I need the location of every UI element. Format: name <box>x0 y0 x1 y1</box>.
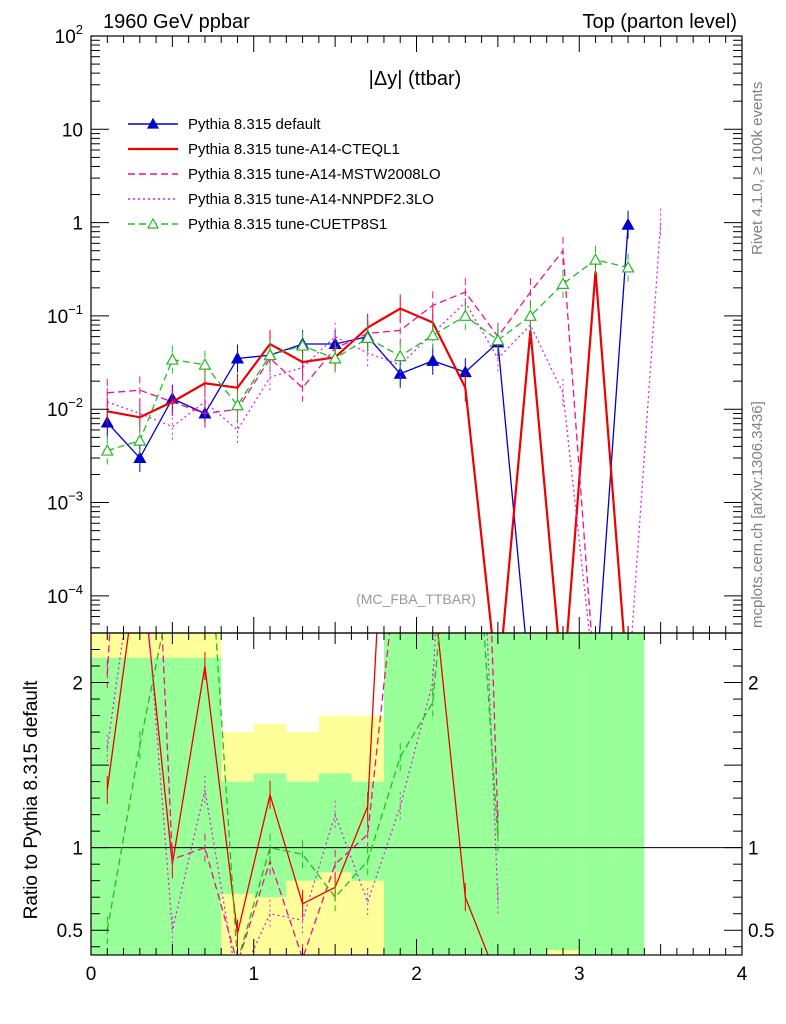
ratio-y-axis-label: Ratio to Pythia 8.315 default <box>21 680 42 919</box>
y-tick-label: 1 <box>72 214 83 235</box>
green-band-bin <box>416 633 450 955</box>
y-tick-label: 10−1 <box>47 302 83 328</box>
data-point <box>458 309 472 321</box>
analysis-watermark: (MC_FBA_TTBAR) <box>356 591 476 607</box>
series-line <box>106 633 499 955</box>
data-point <box>393 367 407 379</box>
x-tick-label: 4 <box>737 964 748 985</box>
x-axis: 0 1 2 3 4 <box>86 36 748 985</box>
data-point <box>133 451 147 464</box>
green-band-bin <box>514 633 547 955</box>
data-point <box>328 351 342 364</box>
main-plot-title: |Δy| (ttbar) <box>369 68 462 90</box>
x-tick-label: 1 <box>248 964 259 985</box>
header-left-title: 1960 GeV ppbar <box>103 11 250 33</box>
legend-marker <box>146 217 160 229</box>
data-point <box>589 253 603 265</box>
legend-entry-pythia-8-315-default: Pythia 8.315 default <box>128 116 321 133</box>
series-pythia-8-315-tune-a14-nnpdf2-3lo <box>106 633 499 955</box>
data-point <box>230 398 244 411</box>
green-band-bin <box>481 633 515 955</box>
data-point <box>100 443 114 456</box>
legend-entry-pythia-8-315-tune-a14-cteql1: Pythia 8.315 tune-A14-CTEQL1 <box>128 141 400 158</box>
series-pythia-8-315-tune-cuetp8s1 <box>100 245 635 465</box>
y-tick-label: 102 <box>55 22 83 48</box>
series-line <box>106 224 629 633</box>
ratio-y-tick-label-right: 1 <box>748 839 759 860</box>
green-band-bin <box>546 633 580 951</box>
ratio-y-tick-label-right: 2 <box>748 674 759 695</box>
legend-label: Pythia 8.315 tune-A14-CTEQL1 <box>188 141 400 158</box>
data-point <box>426 354 440 366</box>
data-point <box>426 328 440 341</box>
mcplots-label: mcplots.cern.ch [arXiv:1306.3436] <box>749 401 766 628</box>
legend-marker <box>146 117 160 129</box>
data-point <box>523 309 537 321</box>
x-tick-label: 2 <box>411 964 422 985</box>
x-tick-label: 3 <box>574 964 585 985</box>
main-y-axis: 10−4 10−3 10−2 10−1 1 10 102 <box>47 22 742 634</box>
data-point <box>621 217 635 230</box>
y-tick-label: 10−2 <box>47 395 83 421</box>
y-tick-label: 10 <box>62 120 83 141</box>
green-band-bin <box>611 633 645 955</box>
data-point <box>491 333 505 346</box>
data-point <box>361 331 375 344</box>
legend-entry-pythia-8-315-tune-a14-mstw2008lo: Pythia 8.315 tune-A14-MSTW2008LO <box>128 166 441 183</box>
rivet-version-label: Rivet 4.1.0, ≥ 100k events <box>749 82 766 255</box>
data-point <box>133 433 147 446</box>
green-band-bin <box>156 657 189 955</box>
data-point <box>621 260 635 273</box>
data-point <box>230 351 244 364</box>
green-band-bin <box>579 633 612 955</box>
series-line <box>107 259 629 452</box>
legend-label: Pythia 8.315 tune-A14-NNPDF2.3LO <box>188 191 434 208</box>
green-band-bin <box>188 657 222 955</box>
data-point <box>556 277 570 289</box>
ratio-y-tick-label-left: 1 <box>72 839 83 860</box>
legend-label: Pythia 8.315 default <box>188 116 321 133</box>
ratio-y-axis: 0.5 0.5 1 1 2 2 <box>57 649 774 948</box>
data-point <box>198 357 212 370</box>
data-point <box>296 338 310 351</box>
legend-entry-pythia-8-315-tune-cuetp8s1: Pythia 8.315 tune-CUETP8S1 <box>128 216 387 233</box>
legend: Pythia 8.315 default Pythia 8.315 tune-A1… <box>128 116 441 233</box>
legend-label: Pythia 8.315 tune-A14-MSTW2008LO <box>188 166 441 183</box>
ratio-y-tick-label-left: 2 <box>72 674 83 695</box>
legend-label: Pythia 8.315 tune-CUETP8S1 <box>188 216 387 233</box>
main-plot-series <box>100 208 662 633</box>
ratio-y-tick-label-right: 0.5 <box>748 921 774 942</box>
y-tick-label: 10−4 <box>47 582 83 608</box>
data-point <box>165 352 179 365</box>
ratio-y-tick-label-left: 0.5 <box>57 921 83 942</box>
data-point <box>393 349 407 362</box>
y-tick-label: 10−3 <box>47 489 83 515</box>
data-point <box>263 348 277 361</box>
header-right-title: Top (parton level) <box>582 11 737 33</box>
ratio-plot-series <box>106 633 499 955</box>
legend-entry-pythia-8-315-tune-a14-nnpdf2-3lo: Pythia 8.315 tune-A14-NNPDF2.3LO <box>128 191 434 208</box>
x-tick-label: 0 <box>86 964 97 985</box>
